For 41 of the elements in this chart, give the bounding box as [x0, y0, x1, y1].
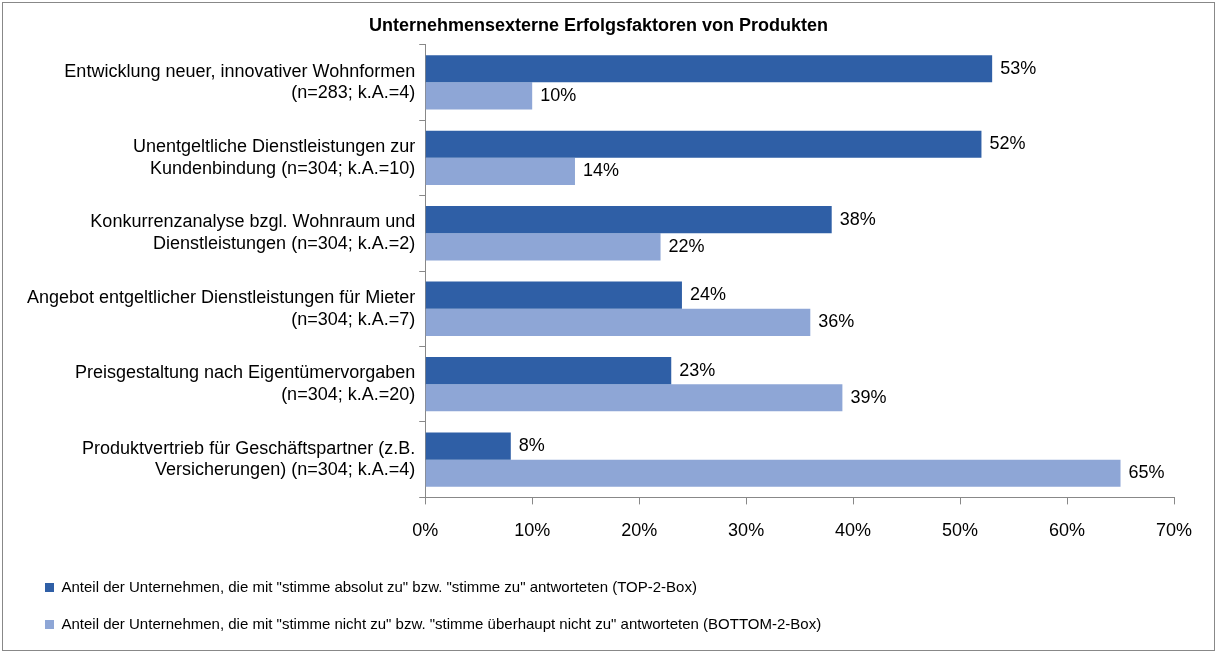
bar — [425, 308, 811, 336]
y-tick-label: Angebot entgeltlicher Dienstleistungen für Mieter (n=304; k.A.=7) — [26, 286, 416, 329]
data-label: 24% — [689, 284, 726, 305]
data-label: 39% — [850, 386, 887, 407]
data-label: 14% — [582, 160, 620, 181]
data-label: 23% — [679, 359, 716, 380]
x-tick-label: 10% — [514, 520, 551, 541]
bar — [425, 130, 982, 158]
data-label: 36% — [818, 311, 855, 332]
x-tick-label: 60% — [1049, 520, 1086, 541]
bar — [425, 432, 511, 460]
bar — [425, 206, 832, 234]
data-label: 53% — [1000, 57, 1037, 78]
y-tick-label: Entwicklung neuer, innovativer Wohnformen (n=283; k.A.=4) — [64, 60, 416, 103]
x-tick-label: 70% — [1155, 520, 1193, 541]
bar — [425, 281, 682, 309]
bar — [425, 384, 843, 412]
legend-label: Anteil der Unternehmen, die mit "stimme absolut zu" bzw. "stimme zu" antworteten (TOP-2-Box) — [61, 577, 697, 595]
x-tick-label: 50% — [942, 520, 979, 541]
bar — [425, 459, 1121, 487]
data-label: 65% — [1128, 462, 1165, 483]
y-tick-label: Produktvertrieb für Geschäftspartner (z.B. Versicherungen) (n=304; k.A.=4) — [82, 437, 416, 480]
legend-label: Anteil der Unternehmen, die mit "stimme nicht zu" bzw. "stimme überhaupt nicht zu" antworteten (BOTTOM-2-Box) — [61, 614, 822, 632]
chart-title: Unternehmensexterne Erfolgsfaktoren von Produkten — [368, 14, 829, 35]
data-label: 52% — [989, 133, 1026, 154]
data-label: 22% — [668, 235, 705, 256]
bar — [425, 357, 672, 385]
data-label: 8% — [518, 435, 545, 456]
bar — [425, 157, 575, 185]
x-tick-label: 40% — [835, 520, 872, 541]
y-tick-label: Preisgestaltung nach Eigentümervorgaben (n=304; k.A.=20) — [75, 362, 416, 404]
y-tick-label: Unentgeltliche Dienstleistungen zur Kundenbindung (n=304; k.A.=10) — [133, 135, 416, 178]
bar — [425, 82, 533, 110]
x-tick-label: 30% — [728, 520, 765, 541]
data-label: 10% — [540, 84, 577, 105]
x-tick-label: 20% — [621, 520, 658, 541]
y-tick-label: Konkurrenzanalyse bzgl. Wohnraum und Dienstleistungen (n=304; k.A.=2) — [90, 211, 416, 254]
bar — [425, 233, 661, 261]
bar — [425, 55, 993, 83]
data-label: 38% — [839, 208, 876, 229]
x-tick-label: 0% — [412, 520, 439, 541]
